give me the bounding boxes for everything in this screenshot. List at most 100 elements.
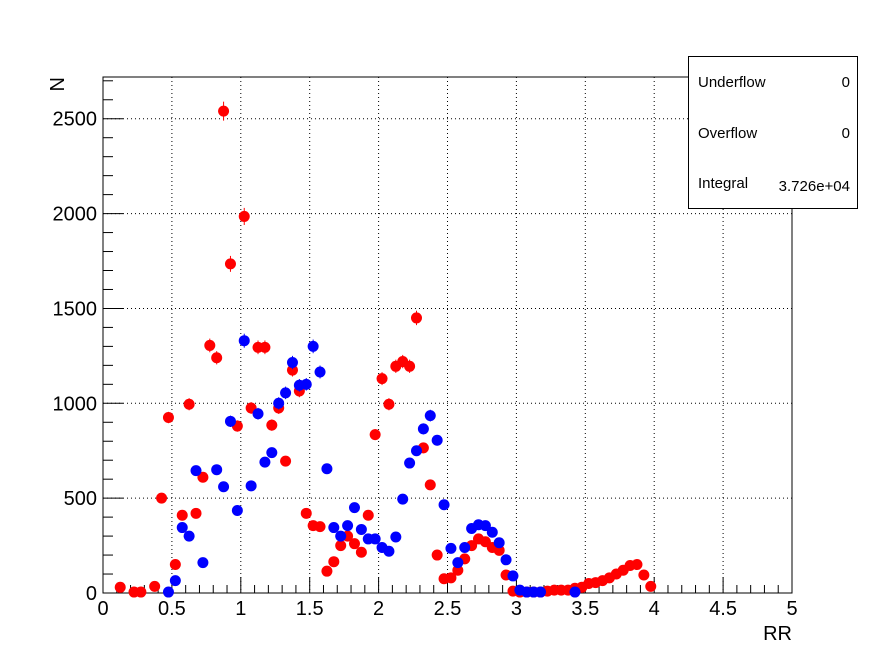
stats-row-underflow: Underflow 0 [689,74,857,94]
data-point [328,556,340,568]
data-point [162,412,174,424]
data-point [204,339,216,351]
x-tick-labels: 0 0.5 1 1.5 2 2.5 3 3.5 4 4.5 5 [97,598,797,620]
data-point [383,398,395,410]
data-point [238,210,250,222]
data-point [390,531,402,543]
data-point [452,557,464,569]
y-axis-title: N [47,77,69,91]
data-point [314,521,326,533]
stats-overflow-label: Overflow [698,125,758,142]
data-point [156,492,168,504]
x-tick-label: 3.5 [571,598,599,620]
data-point [486,526,498,538]
data-point [300,507,312,519]
data-point [197,557,209,569]
stats-underflow-label: Underflow [698,74,766,91]
data-point [211,464,223,476]
data-point [500,554,512,566]
data-markers [114,101,657,598]
data-point [362,509,374,521]
y-tick-label: 1500 [53,298,98,320]
x-tick-label: 0 [97,598,108,620]
data-point [424,479,436,491]
data-point [286,357,298,369]
data-point [183,530,195,542]
data-point [342,520,354,532]
data-point [328,522,340,534]
x-axis-title: RR [763,623,792,645]
data-point [397,493,409,505]
y-tick-label: 0 [86,583,97,605]
data-point [321,565,333,577]
x-tick-label: 1.5 [296,598,324,620]
data-point [307,340,319,352]
data-point [493,537,505,549]
data-point [300,378,312,390]
y-tick-label: 1000 [53,393,98,415]
data-point [507,570,519,582]
data-point [348,502,360,514]
data-point [431,549,443,561]
data-point [266,447,278,459]
y-tick-labels: 0 500 1000 1500 2000 2500 [53,109,98,605]
data-point [169,559,181,571]
data-point [438,499,450,511]
data-point [245,480,257,492]
data-point [231,504,243,516]
data-point [569,586,581,598]
x-tick-label: 2.5 [434,598,462,620]
data-point [259,341,271,353]
data-point [459,541,471,553]
data-point [252,408,264,420]
data-point [493,544,505,556]
stats-box: Underflow 0 Overflow 0 Integral 3.726e+0… [688,56,858,209]
data-point [645,580,657,592]
data-point [445,542,457,554]
data-point [321,463,333,475]
y-tick-label: 2500 [53,109,98,131]
data-point [355,546,367,558]
data-point [135,586,147,598]
data-point [286,364,298,376]
data-point [259,456,271,468]
stats-row-integral: Integral 3.726e+04 [689,175,857,195]
data-point [424,410,436,422]
x-tick-label: 2 [373,598,384,620]
y-tick-label: 500 [64,488,97,510]
data-point [190,507,202,519]
data-point [535,586,547,598]
data-point [638,569,650,581]
data-point [417,423,429,435]
x-tick-label: 4.5 [709,598,737,620]
data-point [431,434,443,446]
data-point [369,429,381,441]
data-point [162,586,174,598]
data-point [335,530,347,542]
grid-lines [103,77,792,593]
data-point [224,415,236,427]
data-point [479,520,491,532]
data-point [273,397,285,409]
data-point [404,360,416,372]
data-point [410,445,422,457]
stats-integral-value: 3.726e+04 [778,178,850,195]
data-point [383,545,395,557]
data-point [169,575,181,587]
x-tick-label: 4 [649,598,660,620]
data-point [410,312,422,324]
data-point [445,572,457,584]
data-point [631,559,643,571]
data-point [376,373,388,385]
data-point [280,455,292,467]
data-point [369,533,381,545]
data-point [452,564,464,576]
data-point [266,419,278,431]
data-point [355,523,367,535]
data-point [183,398,195,410]
x-tick-label: 1 [235,598,246,620]
data-point [114,581,126,593]
data-point [280,387,292,399]
x-tick-label: 0.5 [158,598,186,620]
